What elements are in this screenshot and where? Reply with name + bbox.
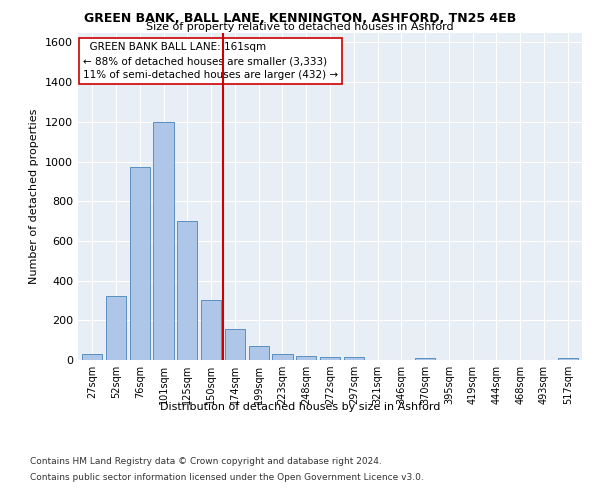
Bar xyxy=(296,356,316,360)
Text: Distribution of detached houses by size in Ashford: Distribution of detached houses by size … xyxy=(160,402,440,412)
Bar xyxy=(272,354,293,360)
Bar xyxy=(557,358,578,360)
Bar xyxy=(201,300,221,360)
Bar xyxy=(320,357,340,360)
Bar xyxy=(344,357,364,360)
Bar xyxy=(177,221,197,360)
Bar xyxy=(415,358,435,360)
Text: Contains HM Land Registry data © Crown copyright and database right 2024.: Contains HM Land Registry data © Crown c… xyxy=(30,458,382,466)
Text: GREEN BANK, BALL LANE, KENNINGTON, ASHFORD, TN25 4EB: GREEN BANK, BALL LANE, KENNINGTON, ASHFO… xyxy=(84,12,516,26)
Text: GREEN BANK BALL LANE: 161sqm
← 88% of detached houses are smaller (3,333)
11% of: GREEN BANK BALL LANE: 161sqm ← 88% of de… xyxy=(83,42,338,80)
Bar xyxy=(82,354,103,360)
Bar xyxy=(154,122,173,360)
Text: Contains public sector information licensed under the Open Government Licence v3: Contains public sector information licen… xyxy=(30,472,424,482)
Bar xyxy=(130,168,150,360)
Bar xyxy=(106,296,126,360)
Y-axis label: Number of detached properties: Number of detached properties xyxy=(29,108,40,284)
Bar xyxy=(225,329,245,360)
Text: Size of property relative to detached houses in Ashford: Size of property relative to detached ho… xyxy=(146,22,454,32)
Bar xyxy=(248,346,269,360)
